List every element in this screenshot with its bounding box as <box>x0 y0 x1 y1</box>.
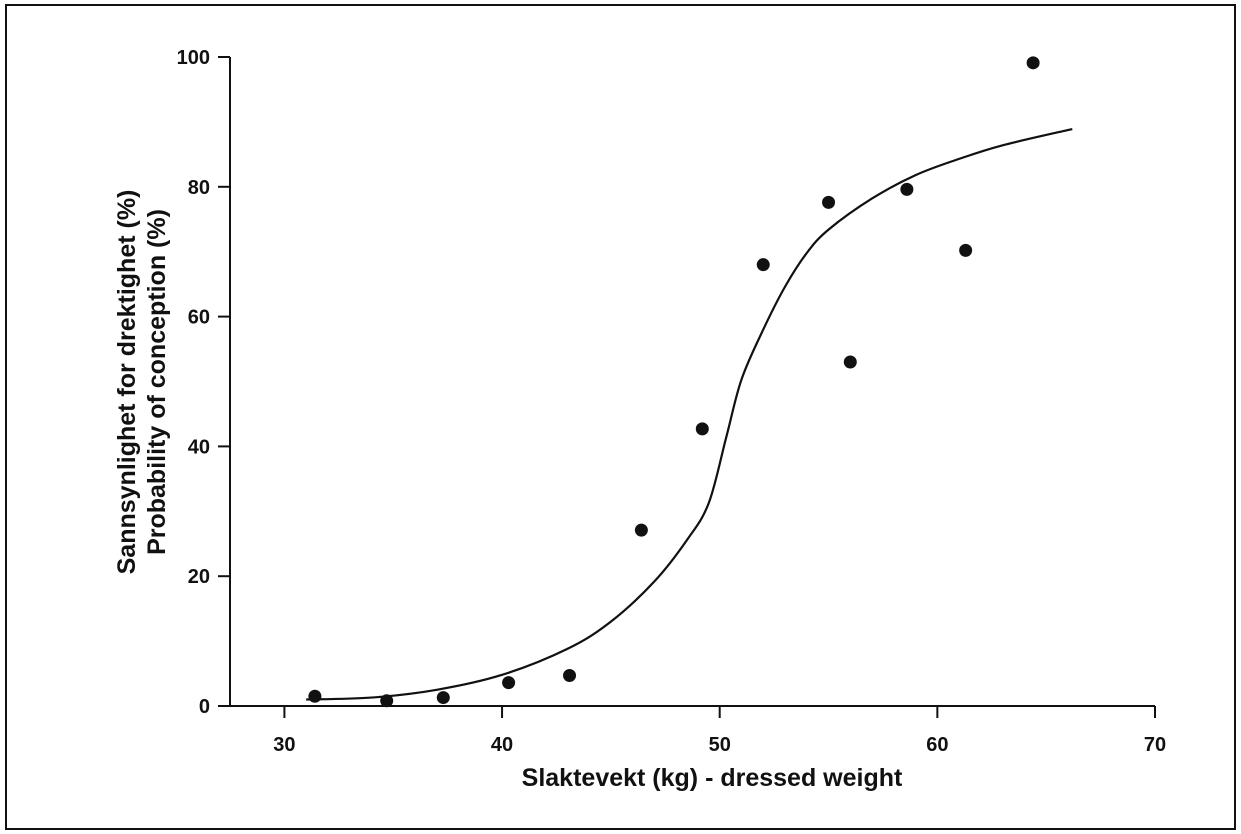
data-point <box>634 523 648 537</box>
data-point <box>756 258 770 272</box>
data-point <box>959 243 973 257</box>
data-point <box>436 691 450 705</box>
data-point <box>822 195 836 209</box>
data-point <box>380 694 394 708</box>
x-axis-title: Slaktevekt (kg) - dressed weight <box>522 764 903 792</box>
y-axis-title-line1: Sannsynlighet for drektighet (%) <box>113 190 141 575</box>
data-point <box>563 668 577 682</box>
y-tick-label: 0 <box>199 696 210 718</box>
data-point <box>843 355 857 369</box>
data-point <box>308 689 322 703</box>
data-point <box>502 676 516 690</box>
y-tick-label: 80 <box>188 177 210 199</box>
chart-frame <box>5 4 1236 830</box>
y-tick-label: 100 <box>177 47 210 69</box>
fit-curve <box>306 127 1073 701</box>
ticks: 30 40 50 60 70 0 20 40 60 80 100 <box>177 47 1167 756</box>
y-axis-title-line2: Probability of conception (%) <box>143 209 171 555</box>
x-tick-label: 30 <box>273 734 295 756</box>
data-point <box>900 182 914 196</box>
x-tick-label: 70 <box>1144 734 1166 756</box>
x-tick-label: 40 <box>491 734 513 756</box>
axes <box>229 57 1155 707</box>
data-point <box>695 422 709 436</box>
data-point <box>1026 56 1040 70</box>
data-points <box>308 56 1040 708</box>
y-tick-label: 20 <box>188 566 210 588</box>
x-tick-label: 60 <box>926 734 948 756</box>
x-tick-label: 50 <box>709 734 731 756</box>
y-tick-label: 40 <box>188 436 210 458</box>
y-tick-label: 60 <box>188 307 210 329</box>
